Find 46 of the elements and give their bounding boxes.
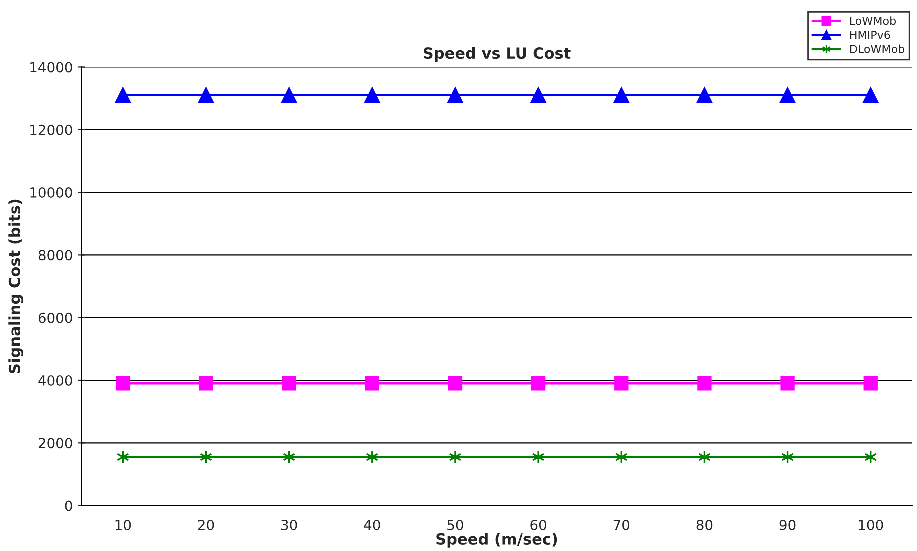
y-tick-label: 12000	[30, 124, 72, 136]
point	[282, 88, 298, 104]
point	[364, 88, 380, 104]
point	[614, 88, 630, 104]
x-tick-label: 90	[780, 520, 796, 530]
x-tick-label: 50	[448, 520, 464, 530]
point	[282, 376, 296, 391]
point	[115, 88, 131, 104]
x-tick-label: 80	[696, 520, 713, 530]
x-tick-label: 10	[116, 520, 132, 530]
y-tick-label: 8000	[38, 250, 72, 261]
point	[698, 376, 712, 391]
x-tick-label: 20	[198, 520, 214, 530]
point	[780, 376, 795, 391]
point	[532, 450, 545, 464]
point	[365, 376, 380, 391]
point	[449, 450, 462, 464]
point	[199, 376, 214, 391]
point	[531, 376, 546, 391]
y-tick-label: 0	[65, 500, 72, 512]
point	[198, 88, 214, 104]
legend-label: HMIPv6	[850, 30, 890, 40]
x-tick-label: 70	[614, 520, 630, 530]
x-tick-label: 40	[364, 520, 380, 530]
chart-title: Speed vs LU Cost	[424, 47, 571, 62]
point	[116, 376, 130, 391]
x-tick-label: 60	[530, 520, 546, 530]
y-tick-label: 14000	[30, 62, 72, 73]
point	[614, 376, 629, 391]
legend-label: LoWMob	[850, 16, 896, 26]
y-tick-label: 2000	[38, 438, 72, 449]
legend-label: DLoWMob	[850, 44, 905, 54]
point	[863, 88, 879, 104]
x-tick-label: 100	[859, 520, 884, 530]
x-axis-title: Speed (m/sec)	[436, 533, 558, 548]
point	[780, 88, 796, 104]
y-tick-label: 4000	[38, 375, 72, 386]
x-tick-label: 30	[282, 520, 298, 530]
point	[864, 376, 878, 391]
point	[448, 88, 464, 104]
y-tick-label: 6000	[38, 312, 72, 324]
y-tick-label: 10000	[30, 188, 72, 198]
point	[696, 88, 712, 104]
y-axis-title: Signaling Cost (bits)	[8, 200, 24, 374]
point	[530, 88, 546, 104]
point	[448, 376, 463, 391]
